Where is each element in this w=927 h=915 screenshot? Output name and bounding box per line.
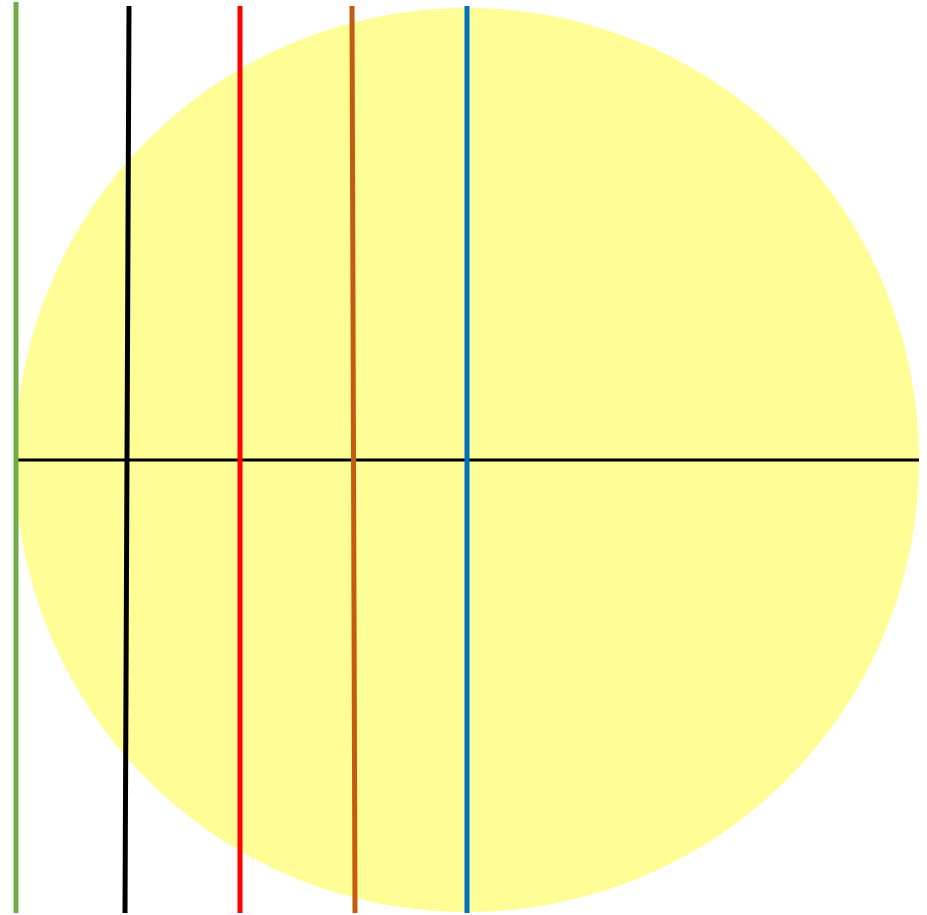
- brown-line: [349, 5, 358, 914]
- black-line: [122, 5, 132, 914]
